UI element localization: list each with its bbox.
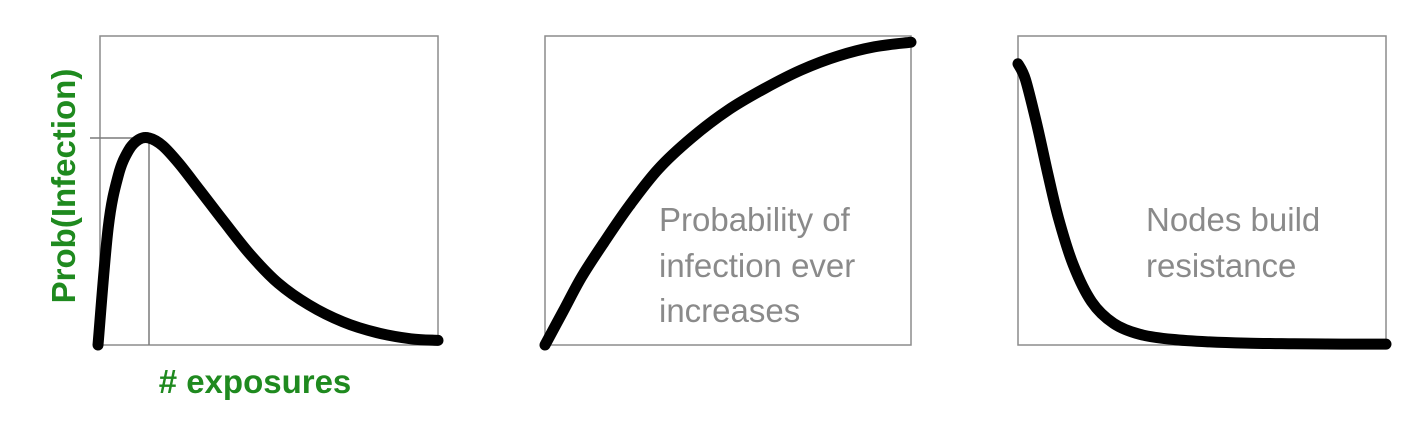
panel-2-frame [544, 35, 912, 346]
panel-1-frame [99, 35, 439, 346]
panel-1-y-axis-label: Prob(Infection) [45, 69, 82, 304]
panel-3-annotation-line-2: resistance [1146, 247, 1296, 284]
panel-2: Probability of infection ever increases [539, 35, 917, 351]
panel-1-x-axis-label: # exposures [159, 363, 352, 400]
panel-3-frame [1017, 35, 1387, 346]
panel-1-curve [92, 131, 444, 351]
panel-2-annotation-line-3: increases [659, 292, 800, 329]
panel-2-annotation-line-1: Probability of [659, 201, 851, 238]
panel-2-curve [539, 36, 917, 351]
panel-3-curve [1012, 58, 1392, 350]
panel-3: Nodes build resistance [1012, 35, 1392, 350]
panel-1: Prob(Infection) # exposures [45, 35, 444, 400]
panel-2-annotation-line-2: infection ever [659, 247, 855, 284]
panel-3-annotation-line-1: Nodes build [1146, 201, 1320, 238]
